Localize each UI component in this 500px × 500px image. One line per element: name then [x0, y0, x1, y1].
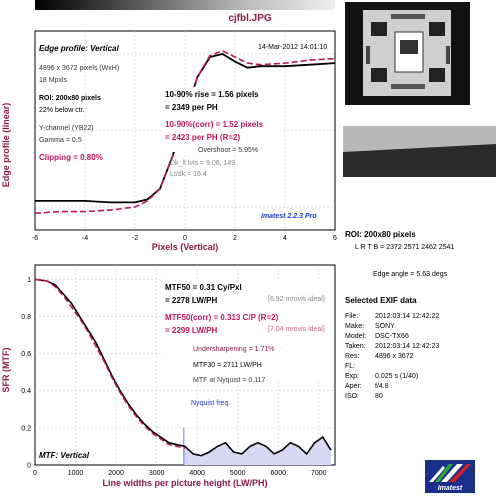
edge-x-tick: 2 — [233, 235, 237, 242]
mtf-beyond-nyquist-fill — [183, 437, 331, 465]
edge-x-axis-label: Pixels (Vertical) — [151, 242, 219, 252]
imatest-version: Imatest 2.2.3 Pro — [261, 213, 317, 220]
edge-crop-graphic — [343, 126, 496, 177]
edge-x-tick: 6 — [333, 235, 337, 242]
grayscale-strip — [35, 0, 335, 10]
mtf-series-measured — [34, 278, 332, 457]
mtf-x-tick: 4000 — [189, 470, 205, 477]
exif-row: Taken: 2012:03:14 12:42:23 — [345, 343, 439, 350]
exif-value: 0.025 s (1/40) — [375, 373, 419, 380]
light-dark-ratio: Lt/dk = 16.4 — [170, 171, 207, 178]
right-roi-label: ROI: 200x80 pixels — [345, 230, 416, 239]
exif-value: 80 — [375, 393, 383, 400]
rise-corr-label: 10-90%(corr) = 1.52 pixels — [165, 120, 264, 129]
exif-key: Res: — [345, 353, 360, 360]
exif-row: Aper: f/4.8 — [345, 383, 389, 390]
mtf30-label: MTF30 = 2711 LW/PH — [193, 362, 262, 369]
mtf-y-axis-label: SFR (MTF) — [1, 347, 11, 393]
edge-results-box — [163, 87, 278, 152]
mtf-y-tick: 0.2 — [21, 425, 31, 432]
mtf-nyquist-label: MTF at Nyquist = 0.117 — [193, 377, 266, 384]
exif-title: Selected EXIF data — [345, 296, 417, 305]
mtf-y-tick: 0.8 — [21, 314, 31, 321]
overshoot-label: Overshoot = 5.95% — [198, 147, 259, 154]
mtf50-corr-ideal-label: [7.04 mrovis ideal] — [268, 326, 325, 333]
edge-profile-chart: -6 -4 -2 0 2 4 6 — [32, 30, 337, 242]
imatest-logo: Imatest — [425, 460, 475, 493]
file-name: cjfbl.JPG — [228, 13, 272, 24]
exif-row: ISO: 80 — [345, 393, 383, 400]
mtf50-lw-label: = 2278 LW/PH — [165, 296, 218, 305]
mtf-results-box — [162, 279, 334, 379]
mtf-y-tick: 0.6 — [21, 351, 31, 358]
mtf-series-corrected — [34, 278, 186, 450]
mtf-y-tick: 1 — [27, 277, 31, 284]
right-lrtb-values: L R T B = 2372 2571 2462 2541 — [355, 244, 455, 251]
mtf50-label: MTF50 = 0.31 Cy/Pxl — [165, 283, 242, 292]
mtf50-corr-label: MTF50(corr) = 0.313 C/P (R=2) — [165, 313, 279, 322]
edge-x-tick: 0 — [183, 235, 187, 242]
undersharpening-label: Undersharpening = 1.71% — [193, 346, 275, 353]
rise-corr-ph-label: = 2423 per PH (R=2) — [165, 133, 241, 142]
edge-angle-label: Edge angle = 5.63 degs — [373, 271, 448, 278]
exif-key: Exp: — [345, 373, 360, 380]
exif-key: Aper: — [345, 383, 362, 390]
mtf50-ideal-label: [6.92 mrovis ideal] — [268, 296, 325, 303]
edge-crop-image — [343, 126, 496, 177]
channel-label: Y-channel (YB22) — [39, 125, 94, 132]
test-chart-image — [345, 2, 470, 105]
exif-key: Model: — [345, 333, 367, 340]
exif-row: Model: DSC-TX66 — [345, 333, 409, 340]
edge-x-tick: -4 — [82, 235, 88, 242]
mtf-x-tick: 0 — [33, 470, 37, 477]
test-chart-thumbnail — [345, 2, 470, 105]
exif-value: 2012:03:14 12:42:22 — [375, 313, 440, 320]
edge-x-tick: -6 — [32, 235, 38, 242]
exif-key: File: — [345, 313, 359, 320]
mtf-chart: 1 0.8 0.6 0.4 0.2 00 1000 2000 3000 4000 5000 6000 7… — [21, 264, 336, 477]
roi-position: 22% below ctr. — [39, 107, 85, 114]
mtf-x-tick: 5000 — [230, 470, 246, 477]
nyquist-freq-label: Nyquist freq. — [191, 400, 231, 407]
mtf-x-tick: 3000 — [149, 470, 165, 477]
mtf-x-tick: 6000 — [270, 470, 286, 477]
exif-value: 4896 x 3672 — [375, 353, 414, 360]
mtf-y-tick: 0.4 — [21, 388, 31, 395]
dark-light-levels: Dk_lt lvls = 9.06, 149 — [170, 160, 236, 167]
mtf-y-tick: 0 — [27, 463, 31, 470]
edge-x-tick: 4 — [283, 235, 287, 242]
image-pixels: 4896 x 3672 pixels (WxH) — [39, 65, 120, 72]
exif-key: FL: — [345, 363, 356, 370]
mtf-x-axis-label: Line widths per picture height (LW/PH) — [102, 478, 268, 488]
mtf-chart-title: MTF: Vertical — [39, 451, 89, 460]
mtf-x-tick: 1000 — [68, 470, 84, 477]
exif-key: ISO: — [345, 393, 360, 400]
exif-value: SONY — [375, 323, 395, 330]
clipping-label: Clipping = 0.80% — [39, 153, 103, 162]
roi-label: ROI: 200x80 pixels — [39, 95, 101, 102]
exif-key: Make: — [345, 323, 365, 330]
exif-key: Taken: — [345, 343, 366, 350]
exif-row: Res: 4896 x 3672 — [345, 353, 414, 360]
exif-row: Make: SONY — [345, 323, 395, 330]
exif-value: DSC-TX66 — [375, 333, 409, 340]
edge-x-tick: -2 — [132, 235, 138, 242]
image-mpxls: 18 Mpxls — [39, 77, 68, 84]
rise-label: 10-90% rise = 1.56 pixels — [165, 90, 259, 99]
rise-ph-label: = 2349 per PH — [165, 103, 218, 112]
exif-row: Exp: 0.025 s (1/40) — [345, 373, 418, 380]
mtf50-corr-lw-label: = 2299 LW/PH — [165, 326, 218, 335]
exif-value: 2012:03:14 12:42:23 — [375, 343, 440, 350]
mtf-x-tick: 7000 — [311, 470, 327, 477]
exif-row: File: 2012:03:14 12:42:22 — [345, 313, 439, 320]
exif-value: f/4.8 — [375, 383, 389, 390]
logo-text: Imatest — [438, 485, 463, 492]
edge-chart-title: Edge profile: Vertical — [39, 44, 119, 53]
mtf-x-tick: 2000 — [108, 470, 124, 477]
gamma-label: Gamma = 0.5 — [39, 137, 82, 144]
exif-row: FL: — [345, 363, 375, 370]
edge-chart-date: 14-Mar-2012 14:01:10 — [258, 44, 328, 51]
